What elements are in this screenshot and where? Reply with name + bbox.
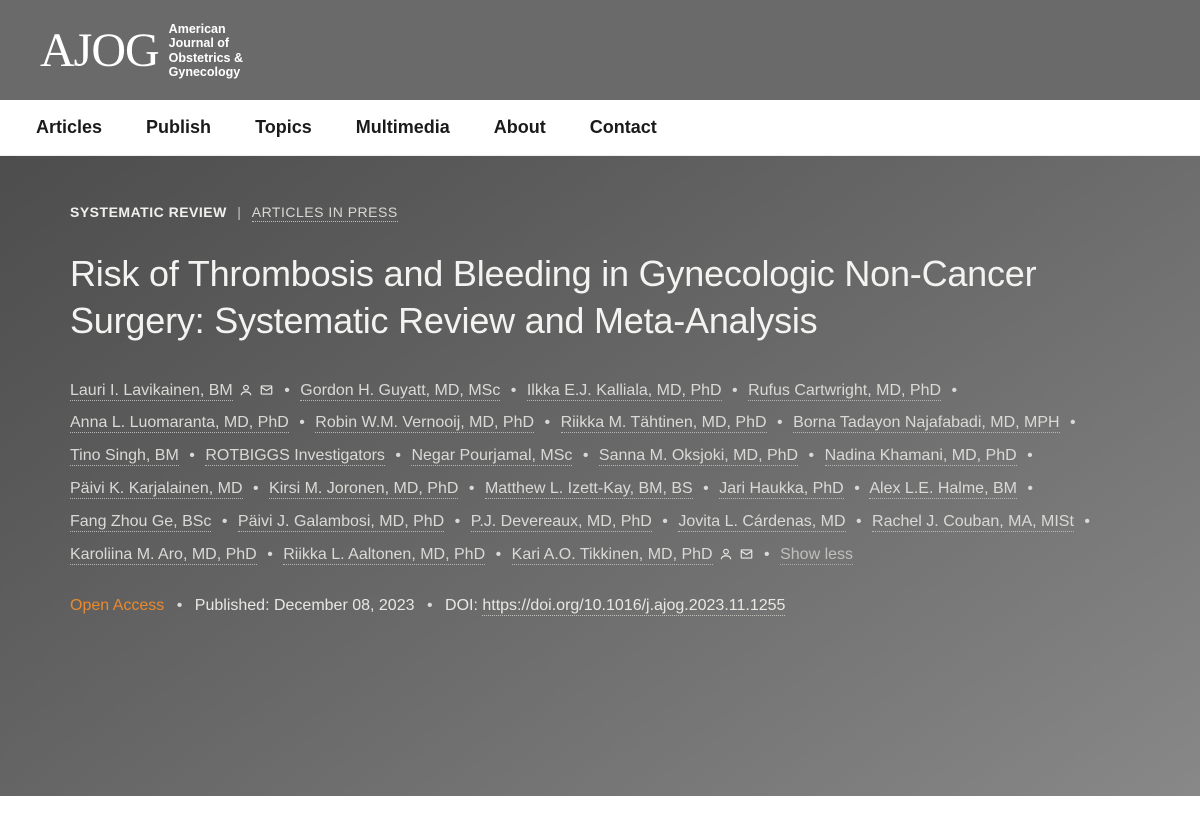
- main-nav: Articles Publish Topics Multimedia About…: [0, 100, 1200, 156]
- logo-fullname: American Journal of Obstetrics & Gynecol…: [169, 22, 243, 80]
- nav-multimedia[interactable]: Multimedia: [356, 117, 450, 138]
- author[interactable]: Fang Zhou Ge, BSc: [70, 513, 211, 532]
- nav-articles[interactable]: Articles: [36, 117, 102, 138]
- author-separator: •: [856, 513, 862, 530]
- author[interactable]: Riikka L. Aaltonen, MD, PhD: [283, 546, 485, 565]
- logo-line-1: American: [169, 22, 243, 36]
- article-hero: SYSTEMATIC REVIEW | ARTICLES IN PRESS Ri…: [0, 156, 1200, 796]
- author[interactable]: Kirsi M. Joronen, MD, PhD: [269, 480, 458, 499]
- author-separator: •: [469, 480, 475, 497]
- logo-line-2: Journal of: [169, 36, 243, 50]
- breadcrumb: SYSTEMATIC REVIEW | ARTICLES IN PRESS: [70, 204, 1130, 220]
- author-separator: •: [189, 447, 195, 464]
- author-separator: •: [732, 382, 738, 399]
- author-separator: •: [777, 414, 783, 431]
- article-meta: Open Access • Published: December 08, 20…: [70, 597, 1130, 615]
- show-less-button[interactable]: Show less: [780, 546, 853, 565]
- author-separator: •: [951, 382, 957, 399]
- author[interactable]: Ilkka E.J. Kalliala, MD, PhD: [527, 382, 722, 401]
- nav-contact[interactable]: Contact: [590, 117, 657, 138]
- author[interactable]: Päivi J. Galambosi, MD, PhD: [238, 513, 444, 532]
- author-separator: •: [1027, 447, 1033, 464]
- journal-logo[interactable]: AJOG American Journal of Obstetrics & Gy…: [40, 22, 243, 80]
- author-separator: •: [703, 480, 709, 497]
- author-separator: •: [511, 382, 517, 399]
- author-separator: •: [455, 513, 461, 530]
- person-icon[interactable]: [719, 547, 733, 561]
- mail-icon[interactable]: [739, 547, 754, 561]
- doi-label: DOI:: [445, 597, 478, 614]
- author[interactable]: Rufus Cartwright, MD, PhD: [748, 382, 941, 401]
- author-separator: •: [1070, 414, 1076, 431]
- published-label: Published:: [195, 597, 270, 614]
- breadcrumb-separator: |: [237, 204, 241, 220]
- author[interactable]: Gordon H. Guyatt, MD, MSc: [300, 382, 500, 401]
- author-list: Lauri I. Lavikainen, BM • Gordon H. Guya…: [70, 375, 1130, 572]
- author[interactable]: Kari A.O. Tikkinen, MD, PhD: [512, 546, 713, 565]
- logo-line-4: Gynecology: [169, 65, 243, 79]
- author[interactable]: Matthew L. Izett-Kay, BM, BS: [485, 480, 693, 499]
- author[interactable]: Sanna M. Oksjoki, MD, PhD: [599, 447, 798, 466]
- meta-separator: •: [427, 597, 433, 614]
- author-separator: •: [284, 382, 290, 399]
- meta-separator: •: [177, 597, 183, 614]
- author[interactable]: ROTBIGGS Investigators: [205, 447, 385, 466]
- author[interactable]: Lauri I. Lavikainen, BM: [70, 382, 233, 401]
- doi-link[interactable]: https://doi.org/10.1016/j.ajog.2023.11.1…: [482, 597, 785, 616]
- logo-acronym: AJOG: [40, 27, 159, 75]
- author-separator: •: [1027, 480, 1033, 497]
- author-separator: •: [395, 447, 401, 464]
- nav-publish[interactable]: Publish: [146, 117, 211, 138]
- author-separator: •: [854, 480, 860, 497]
- author-separator: •: [545, 414, 551, 431]
- author-separator: •: [253, 480, 259, 497]
- author-separator: •: [764, 546, 770, 563]
- author[interactable]: Riikka M. Tähtinen, MD, PhD: [561, 414, 767, 433]
- logo-line-3: Obstetrics &: [169, 51, 243, 65]
- author-separator: •: [496, 546, 502, 563]
- nav-about[interactable]: About: [494, 117, 546, 138]
- author-separator: •: [809, 447, 815, 464]
- author[interactable]: Anna L. Luomaranta, MD, PhD: [70, 414, 289, 433]
- author[interactable]: Jovita L. Cárdenas, MD: [678, 513, 845, 532]
- open-access-badge: Open Access: [70, 597, 164, 614]
- article-title: Risk of Thrombosis and Bleeding in Gynec…: [70, 250, 1130, 345]
- author[interactable]: Jari Haukka, PhD: [719, 480, 844, 499]
- journal-banner: AJOG American Journal of Obstetrics & Gy…: [0, 0, 1200, 100]
- person-icon[interactable]: [239, 383, 253, 397]
- author[interactable]: Rachel J. Couban, MA, MISt: [872, 513, 1074, 532]
- author[interactable]: Negar Pourjamal, MSc: [411, 447, 572, 466]
- author-separator: •: [222, 513, 228, 530]
- author-separator: •: [299, 414, 305, 431]
- author[interactable]: Nadina Khamani, MD, PhD: [825, 447, 1017, 466]
- nav-topics[interactable]: Topics: [255, 117, 312, 138]
- published-date: December 08, 2023: [274, 597, 415, 614]
- article-category: SYSTEMATIC REVIEW: [70, 204, 227, 220]
- author-separator: •: [267, 546, 273, 563]
- author[interactable]: Robin W.M. Vernooij, MD, PhD: [315, 414, 534, 433]
- author-separator: •: [1084, 513, 1090, 530]
- author[interactable]: Tino Singh, BM: [70, 447, 179, 466]
- article-subcategory[interactable]: ARTICLES IN PRESS: [252, 204, 398, 222]
- author-separator: •: [583, 447, 589, 464]
- author[interactable]: P.J. Devereaux, MD, PhD: [471, 513, 652, 532]
- author[interactable]: Alex L.E. Halme, BM: [869, 480, 1017, 499]
- mail-icon[interactable]: [259, 383, 274, 397]
- author[interactable]: Karoliina M. Aro, MD, PhD: [70, 546, 257, 565]
- author[interactable]: Borna Tadayon Najafabadi, MD, MPH: [793, 414, 1060, 433]
- author-separator: •: [662, 513, 668, 530]
- author[interactable]: Päivi K. Karjalainen, MD: [70, 480, 243, 499]
